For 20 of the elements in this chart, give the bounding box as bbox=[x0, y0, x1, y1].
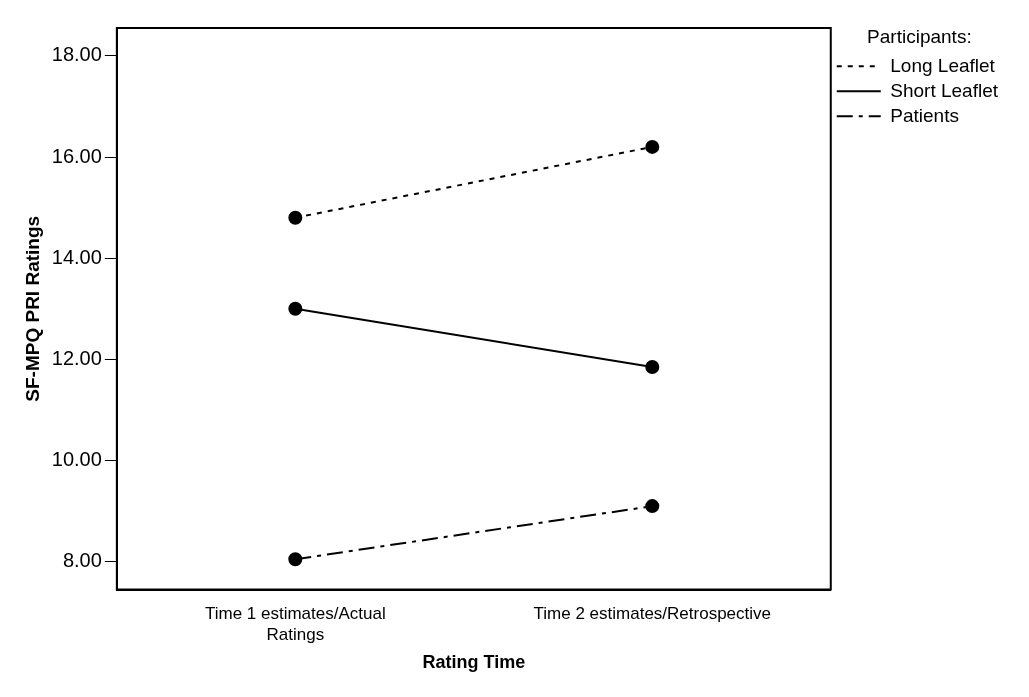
point bbox=[645, 139, 660, 154]
legend-label: Long Leaflet bbox=[890, 54, 996, 76]
y-tick-label: 18.00 bbox=[51, 43, 102, 66]
point bbox=[645, 499, 660, 514]
y-axis-title: SF-MPQ PRI Ratings bbox=[21, 215, 43, 402]
legend-label: Short Leaflet bbox=[890, 79, 999, 101]
x-tick-label: Time 1 estimates/Actual Ratings bbox=[204, 604, 386, 644]
point bbox=[288, 552, 303, 567]
legend-label: Patients bbox=[890, 104, 959, 126]
point bbox=[288, 210, 303, 225]
y-tick-label: 10.00 bbox=[51, 448, 102, 471]
legend-title: Participants: bbox=[867, 25, 972, 47]
y-tick-label: 16.00 bbox=[51, 144, 102, 167]
y-tick-label: 14.00 bbox=[51, 245, 102, 268]
y-tick-label: 8.00 bbox=[62, 549, 102, 572]
x-tick-label: Time 2 estimates/Retrospective bbox=[533, 604, 772, 624]
x-axis-title: Rating Time bbox=[422, 652, 526, 673]
point bbox=[645, 359, 660, 374]
point bbox=[288, 301, 303, 316]
y-tick-label: 12.00 bbox=[51, 346, 102, 369]
